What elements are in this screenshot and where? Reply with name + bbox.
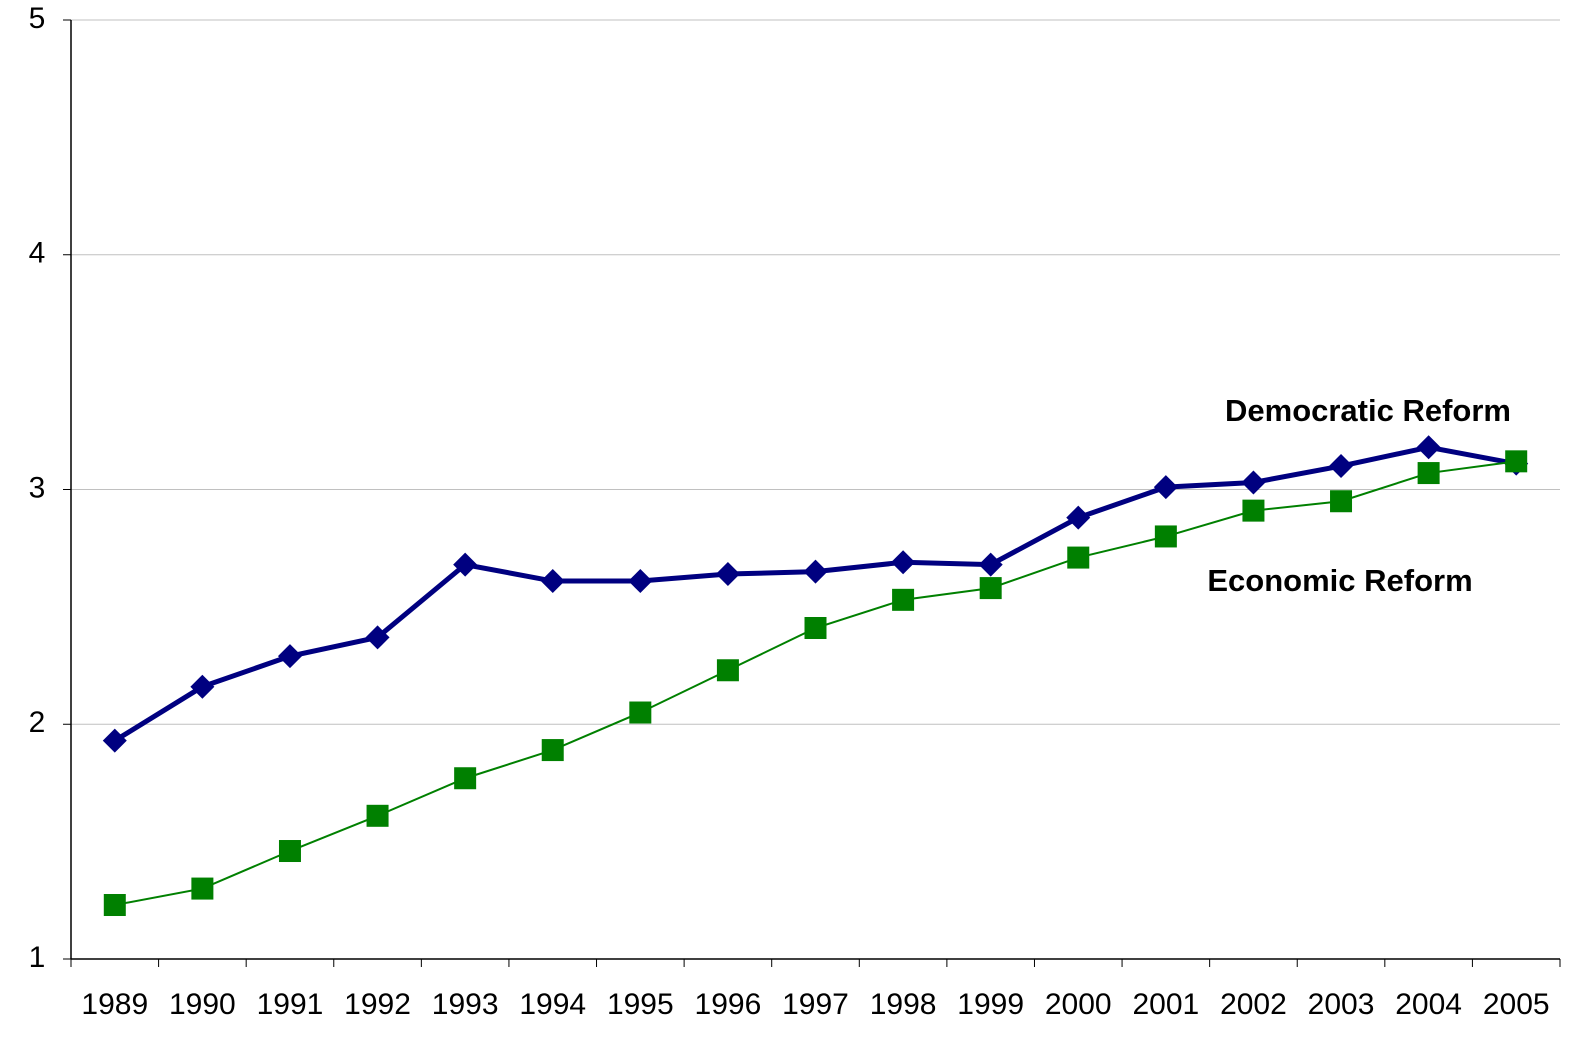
marker — [979, 577, 1002, 600]
marker — [804, 617, 827, 640]
marker — [1241, 470, 1266, 495]
x-tick-label: 1992 — [344, 988, 411, 1021]
x-tick-label: 1999 — [957, 988, 1024, 1021]
marker — [891, 550, 916, 575]
marker — [629, 701, 652, 724]
marker — [1067, 546, 1090, 569]
marker — [1329, 454, 1354, 479]
y-tick-label: 4 — [29, 237, 46, 270]
y-tick-label: 1 — [29, 941, 46, 974]
marker — [540, 569, 565, 594]
x-tick-label: 2001 — [1132, 988, 1199, 1021]
marker — [716, 659, 739, 682]
y-tick-label: 3 — [29, 471, 46, 504]
marker — [628, 569, 653, 594]
series-label: Democratic Reform — [1225, 393, 1511, 428]
marker — [103, 894, 126, 917]
x-tick-label: 1993 — [432, 988, 499, 1021]
series-label: Economic Reform — [1207, 563, 1472, 598]
marker — [1417, 462, 1440, 485]
marker — [366, 804, 389, 827]
x-tick-label: 2002 — [1220, 988, 1287, 1021]
marker — [1330, 490, 1353, 513]
marker — [1416, 435, 1441, 460]
marker — [1154, 525, 1177, 548]
marker — [190, 674, 215, 699]
y-tick-label: 2 — [29, 706, 46, 739]
x-tick-label: 1994 — [519, 988, 586, 1021]
x-tick-label: 2004 — [1395, 988, 1462, 1021]
x-tick-label: 1995 — [607, 988, 674, 1021]
marker — [102, 728, 127, 753]
marker — [1505, 450, 1528, 473]
marker — [1242, 499, 1265, 522]
marker — [365, 625, 390, 650]
x-tick-label: 1997 — [782, 988, 849, 1021]
y-tick-label: 5 — [29, 2, 46, 35]
marker — [803, 559, 828, 584]
marker — [892, 588, 915, 611]
marker — [454, 767, 477, 790]
marker — [1066, 505, 1091, 530]
series-line — [114, 460, 1517, 906]
x-tick-label: 1990 — [169, 988, 236, 1021]
x-tick-label: 1989 — [81, 988, 148, 1021]
marker — [715, 562, 740, 587]
marker — [453, 552, 478, 577]
x-tick-label: 1998 — [870, 988, 937, 1021]
marker — [277, 644, 302, 669]
marker — [191, 877, 214, 900]
x-tick-label: 1996 — [695, 988, 762, 1021]
x-tick-label: 2005 — [1483, 988, 1550, 1021]
x-tick-label: 2000 — [1045, 988, 1112, 1021]
marker — [978, 552, 1003, 577]
marker — [278, 840, 301, 863]
marker — [541, 739, 564, 762]
x-tick-label: 2003 — [1308, 988, 1375, 1021]
x-tick-label: 1991 — [257, 988, 324, 1021]
marker — [1153, 475, 1178, 500]
